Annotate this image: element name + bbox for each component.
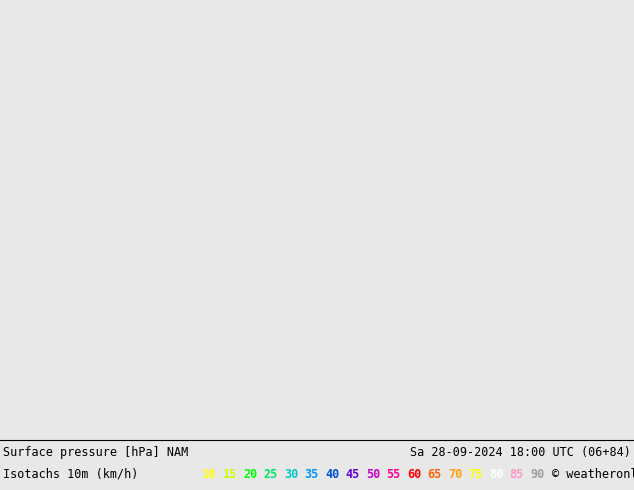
Text: 30: 30 xyxy=(284,467,298,481)
Text: 80: 80 xyxy=(489,467,503,481)
Text: Surface pressure [hPa] NAM: Surface pressure [hPa] NAM xyxy=(3,445,188,459)
Text: 50: 50 xyxy=(366,467,380,481)
Text: 45: 45 xyxy=(346,467,359,481)
Text: Isotachs 10m (km/h): Isotachs 10m (km/h) xyxy=(3,467,138,481)
Text: 35: 35 xyxy=(304,467,319,481)
Text: Sa 28-09-2024 18:00 UTC (06+84): Sa 28-09-2024 18:00 UTC (06+84) xyxy=(410,445,631,459)
Text: 75: 75 xyxy=(469,467,482,481)
Text: 15: 15 xyxy=(223,467,236,481)
Text: 55: 55 xyxy=(387,467,401,481)
Text: 90: 90 xyxy=(530,467,544,481)
Text: 70: 70 xyxy=(448,467,462,481)
Text: 65: 65 xyxy=(427,467,442,481)
Text: 40: 40 xyxy=(325,467,339,481)
Text: 25: 25 xyxy=(264,467,278,481)
Text: © weatheronline.co.uk: © weatheronline.co.uk xyxy=(552,467,634,481)
Text: 60: 60 xyxy=(407,467,421,481)
Text: 20: 20 xyxy=(243,467,257,481)
Text: 85: 85 xyxy=(510,467,524,481)
Text: 10: 10 xyxy=(202,467,216,481)
